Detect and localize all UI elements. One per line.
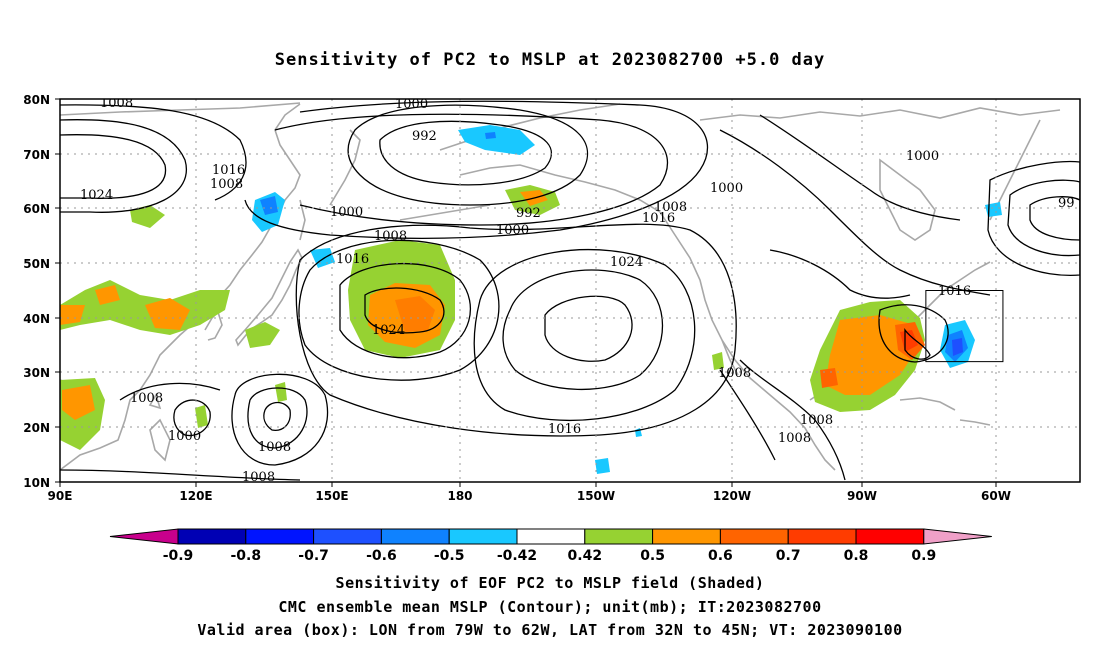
lat-label: 70N: [23, 148, 50, 162]
lon-label: 150W: [577, 489, 615, 503]
sensitivity-shading: [60, 125, 1002, 474]
colorbar-swatch: [177, 528, 247, 545]
contour-label: 1000: [906, 149, 939, 164]
contour-label: 1008: [242, 470, 275, 485]
lon-label: 60W: [981, 489, 1011, 503]
longitude-labels: 90E 120E 150E 180 150W 120W 90W 60W: [48, 489, 1011, 503]
colorbar-label: -0.42: [497, 548, 537, 564]
contour-label: 1024: [610, 255, 643, 270]
lat-label: 60N: [23, 202, 50, 216]
contour-label: 1000: [496, 223, 529, 238]
colorbar-swatch: [516, 528, 586, 545]
map-title: Sensitivity of PC2 to MSLP at 2023082700…: [274, 50, 826, 70]
contour-labels: 1008 1000 992 1016 1008 1024 1000 992 10…: [80, 96, 1075, 485]
contour-label: 1008: [654, 200, 687, 215]
colorbar-label: 0.8: [844, 548, 869, 564]
lon-label: 150E: [315, 489, 348, 503]
valid-area-box: [925, 290, 1004, 363]
colorbar-swatch: [245, 528, 315, 545]
contour-label: 992: [516, 206, 541, 221]
lat-label: 10N: [23, 476, 50, 490]
colorbar-label: -0.8: [230, 548, 261, 564]
contour-label: 1016: [938, 284, 971, 299]
contour-label: 1000: [168, 429, 201, 444]
lon-label: 90W: [847, 489, 877, 503]
map-frame-bg: [60, 99, 1080, 482]
contour-label: 1016: [642, 211, 675, 226]
mslp-contours: [60, 100, 1080, 481]
colorbar-label: 0.7: [776, 548, 801, 564]
lat-label: 30N: [23, 366, 50, 380]
contour-label: 1000: [710, 181, 743, 196]
lat-label: 80N: [23, 93, 50, 107]
colorbar-label: 0.5: [640, 548, 665, 564]
contour-label: 1016: [548, 422, 581, 437]
lon-label: 90E: [48, 489, 73, 503]
contour-label: 1008: [800, 413, 833, 428]
contour-label: 1008: [130, 391, 163, 406]
colorbar-swatch: [719, 528, 789, 545]
contour-label: 992: [412, 129, 437, 144]
contour-label: 1008: [100, 96, 133, 111]
contour-label: 1008: [210, 177, 243, 192]
lat-label: 50N: [23, 257, 50, 271]
colorbar-high-arrow: [923, 528, 992, 545]
lat-label: 20N: [23, 421, 50, 435]
colorbar: -0.9 -0.8 -0.7 -0.6 -0.5 -0.42 0.42 0.5 0.6 0.7 0.…: [109, 528, 992, 564]
contour-label: 1008: [258, 440, 291, 455]
grid-lines: [60, 99, 1080, 482]
lat-label: 40N: [23, 312, 50, 326]
contour-label: 1000: [330, 205, 363, 220]
tick-marks: [55, 98, 997, 487]
colorbar-label: -0.9: [163, 548, 194, 564]
contour-label: 1016: [336, 252, 369, 267]
footer-line-2: CMC ensemble mean MSLP (Contour); unit(m…: [278, 598, 822, 616]
colorbar-label: 0.6: [708, 548, 733, 564]
colorbar-swatch: [584, 528, 654, 545]
colorbar-label: 0.9: [911, 548, 936, 564]
contour-label: 99: [1058, 196, 1075, 211]
colorbar-swatch: [787, 528, 857, 545]
colorbar-swatch: [652, 528, 721, 545]
contour-label: 1024: [372, 323, 405, 338]
colorbar-label: -0.5: [434, 548, 465, 564]
contour-label: 1008: [718, 366, 751, 381]
lon-label: 120W: [713, 489, 751, 503]
colorbar-swatch: [380, 528, 450, 545]
contour-label: 1000: [395, 97, 428, 112]
colorbar-label: -0.7: [298, 548, 329, 564]
footer-line-1: Sensitivity of EOF PC2 to MSLP field (Sh…: [335, 574, 765, 592]
footer-line-3: Valid area (box): LON from 79W to 62W, L…: [197, 621, 903, 639]
colorbar-swatch: [313, 528, 382, 545]
lon-label: 120E: [179, 489, 212, 503]
lon-label: 180: [447, 489, 472, 503]
contour-label: 1024: [80, 188, 113, 203]
latitude-labels: 80N 70N 60N 50N 40N 30N 20N 10N: [23, 93, 50, 490]
map-frame: [59, 98, 1081, 483]
colorbar-swatch: [855, 528, 925, 545]
colorbar-label: 0.42: [568, 548, 603, 564]
contour-label: 1008: [374, 229, 407, 244]
contour-label: 1008: [778, 431, 811, 446]
colorbar-label: -0.6: [366, 548, 397, 564]
contour-label: 1016: [212, 163, 245, 178]
colorbar-swatch: [448, 528, 518, 545]
colorbar-low-arrow: [109, 528, 179, 545]
